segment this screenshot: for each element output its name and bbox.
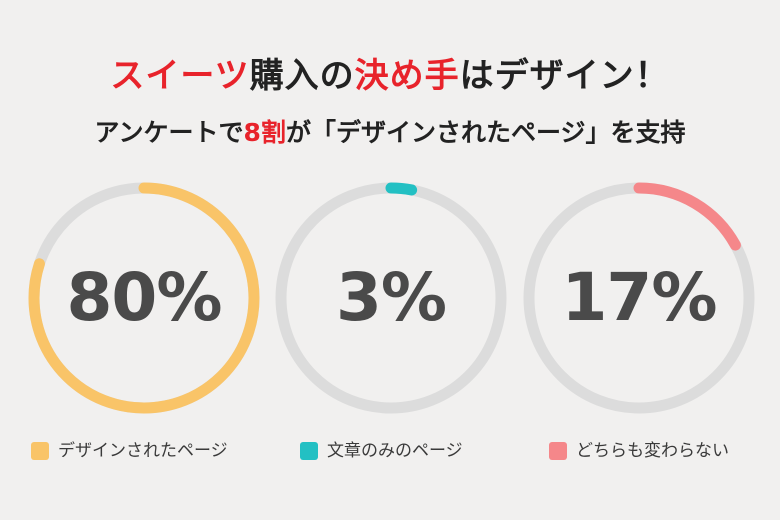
title-text-purchase: 購入の [249,56,355,96]
percent-label-designed-page: 80% [66,259,223,336]
donut-no-difference-svg [523,182,755,414]
legend-label-designed-page: デザインされたページ [58,441,228,461]
page-subtitle: アンケートで8割が「デザインされたページ」を支持 [0,116,780,150]
donut-text-only-page-svg [275,182,507,414]
subtitle-highlight-80-percent: 8割 [243,118,286,147]
title-highlight-deciding-factor: 決め手 [354,56,460,96]
donut-designed-page-svg [28,182,260,414]
legend-label-no-difference: どちらも変わらない [576,441,729,461]
donut-arc-no-difference [523,182,755,414]
legend-swatch-text-only-page [300,442,318,460]
legend-item-no-difference: どちらも変わらない [549,438,729,464]
percent-label-no-difference: 17% [561,259,718,336]
donut-arc-text-only-page [275,182,507,414]
donut-designed-page: 80% [24,178,264,418]
donut-arc-designed-page [28,182,260,414]
title-highlight-sweets: スイーツ [110,56,250,96]
legend-item-designed-page: デザインされたページ [31,438,228,464]
donut-text-only-page: 3% [271,178,511,418]
title-text-design: はデザイン！ [459,56,670,96]
legend-label-text-only-page: 文章のみのページ [327,441,463,461]
page-title: スイーツ購入の決め手はデザイン！ [0,54,780,98]
subtitle-text-survey: アンケートで [94,118,244,147]
percent-label-text-only-page: 3% [335,259,447,336]
subtitle-text-support: が「デザインされたページ」を支持 [285,118,686,147]
legend-item-text-only-page: 文章のみのページ [300,438,463,464]
donut-no-difference: 17% [519,178,759,418]
legend-swatch-no-difference [549,442,567,460]
legend-swatch-designed-page [31,442,49,460]
